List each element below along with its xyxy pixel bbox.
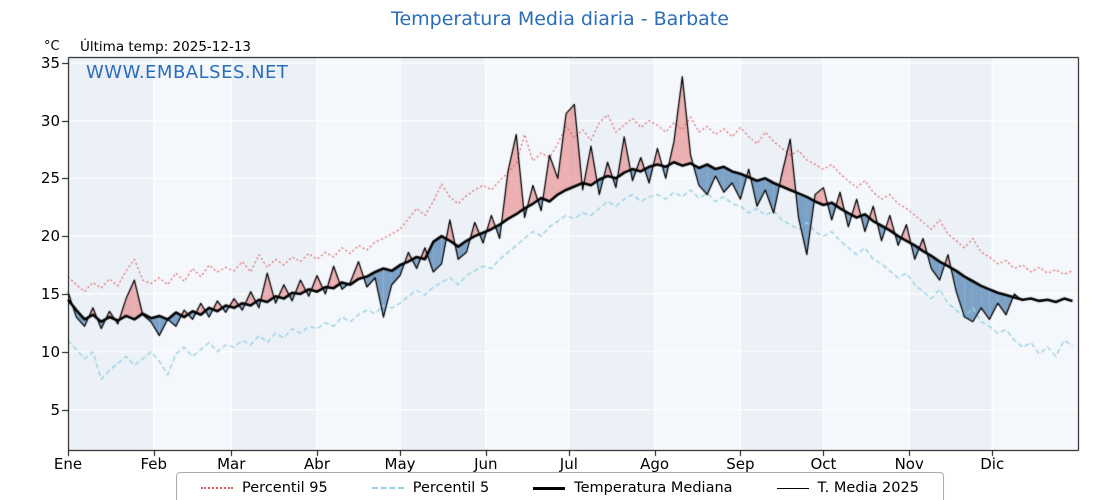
x-tick-label: Oct [810,455,837,473]
x-tick-label: Dic [980,455,1005,473]
legend-item-percentil-5: Percentil 5 [371,480,490,496]
chart-title: Temperatura Media diaria - Barbate [391,8,729,30]
legend: Percentil 95 Percentil 5 Temperatura Med… [176,472,944,500]
percentil-95-line-sample-icon [201,487,234,489]
x-tick-label: Jul [559,455,578,473]
legend-item-temperatura-mediana: Temperatura Mediana [533,480,733,496]
y-tick-label: 15 [40,284,60,303]
legend-label: Percentil 95 [242,480,328,496]
legend-label: Temperatura Mediana [574,480,733,496]
y-axis-unit-label: °C [44,39,60,54]
y-tick-label: 20 [40,227,60,246]
y-tick-label: 5 [50,400,60,419]
last-temp-label: Última temp: 2025-12-13 [80,39,252,55]
percentil-5-line-sample-icon [371,487,404,489]
t-media-2025-line-sample-icon [776,487,809,489]
y-tick-label: 35 [40,53,60,72]
x-tick-label: May [384,455,416,473]
legend-item-t-media-2025: T. Media 2025 [776,480,919,496]
x-tick-label: Sep [726,455,755,473]
legend-item-percentil-95: Percentil 95 [201,480,328,496]
x-tick-label: Jun [474,455,498,473]
y-tick-label: 25 [40,169,60,188]
x-tick-label: Nov [894,455,924,473]
temperatura-mediana-line-sample-icon [533,486,566,490]
y-tick-label: 30 [40,111,60,130]
x-tick-label: Ene [53,455,83,473]
x-tick-label: Ago [640,455,670,473]
x-tick-label: Mar [217,455,246,473]
legend-label: T. Media 2025 [817,480,919,496]
legend-label: Percentil 5 [412,480,490,496]
x-tick-label: Abr [304,455,330,473]
x-tick-label: Feb [140,455,168,473]
watermark: WWW.EMBALSES.NET [86,62,289,83]
y-tick-label: 10 [40,342,60,361]
